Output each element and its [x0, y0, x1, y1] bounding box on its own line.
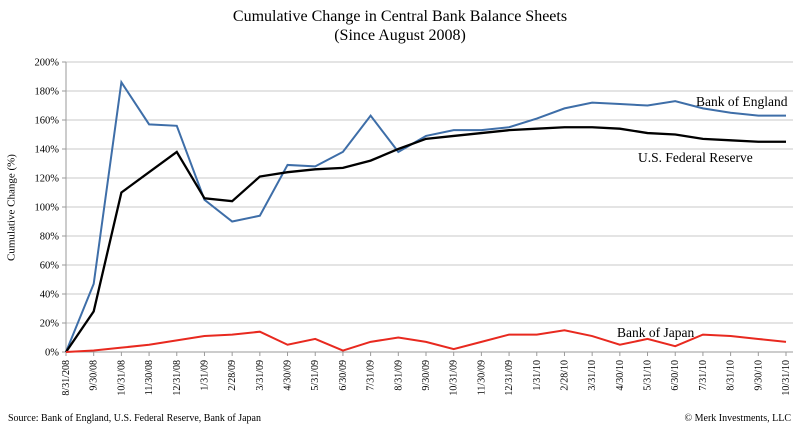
- x-tick-label: 11/30/08: [144, 360, 155, 395]
- x-tick-label: 9/30/10: [753, 360, 764, 391]
- series-label-1: U.S. Federal Reserve: [638, 150, 753, 165]
- x-tick-label: 4/30/10: [615, 360, 626, 391]
- series-line-0: [65, 79, 786, 353]
- x-tick-label: 4/30/09: [283, 360, 294, 391]
- x-tick-label: 6/30/10: [670, 360, 681, 391]
- x-tick-label: 10/31/10: [781, 360, 792, 396]
- x-tick-label: 2/28/09: [227, 360, 238, 391]
- y-tick-label: 140%: [35, 145, 60, 156]
- y-tick-label: 20%: [40, 319, 60, 330]
- x-tick-label: 5/31/10: [643, 360, 654, 391]
- y-tick-label: 100%: [35, 203, 60, 214]
- source-note: Source: Bank of England, U.S. Federal Re…: [8, 413, 261, 424]
- chart-subtitle: (Since August 2008): [334, 27, 466, 44]
- x-tick-label: 3/31/10: [587, 360, 598, 391]
- y-tick-label: 40%: [40, 290, 60, 301]
- x-tick-label: 7/31/09: [366, 360, 377, 391]
- x-tick-label: 11/30/09: [476, 360, 487, 395]
- x-tick-label: 8/31/10: [726, 360, 737, 391]
- x-tick-label: 9/30/08: [89, 360, 100, 391]
- y-tick-label: 80%: [40, 232, 60, 243]
- x-tick-label: 1/31/09: [199, 360, 210, 391]
- series-label-0: Bank of England: [696, 94, 788, 109]
- x-tick-label: 9/30/09: [421, 360, 432, 391]
- x-tick-label: 12/31/08: [172, 360, 183, 396]
- chart-title: Cumulative Change in Central Bank Balanc…: [232, 8, 568, 25]
- x-tick-label: 3/31/09: [255, 360, 266, 391]
- series-label-2: Bank of Japan: [617, 325, 694, 340]
- y-tick-label: 120%: [35, 174, 60, 185]
- x-tick-label: 8/31/09: [393, 360, 404, 391]
- y-tick-label: 160%: [35, 116, 60, 127]
- x-tick-label: 5/31/09: [310, 360, 321, 391]
- x-tick-label: 10/31/09: [449, 360, 460, 396]
- y-tick-label: 200%: [35, 58, 60, 69]
- y-tick-label: 60%: [40, 261, 60, 272]
- x-tick-label: 12/31/09: [504, 360, 515, 396]
- series-line-2: [65, 329, 787, 353]
- x-tick-label: 2/28/10: [559, 360, 570, 391]
- x-tick-label: 6/30/09: [338, 360, 349, 391]
- x-tick-label: 7/31/10: [698, 360, 709, 391]
- x-tick-label: 10/31/08: [116, 360, 127, 396]
- y-tick-label: 0%: [45, 348, 59, 359]
- x-tick-label: 8/31/208: [61, 360, 72, 396]
- series-line-1: [65, 126, 786, 353]
- y-tick-label: 180%: [35, 87, 60, 98]
- copyright-note: © Merk Investments, LLC: [684, 413, 791, 424]
- x-tick-label: 1/31/10: [532, 360, 543, 391]
